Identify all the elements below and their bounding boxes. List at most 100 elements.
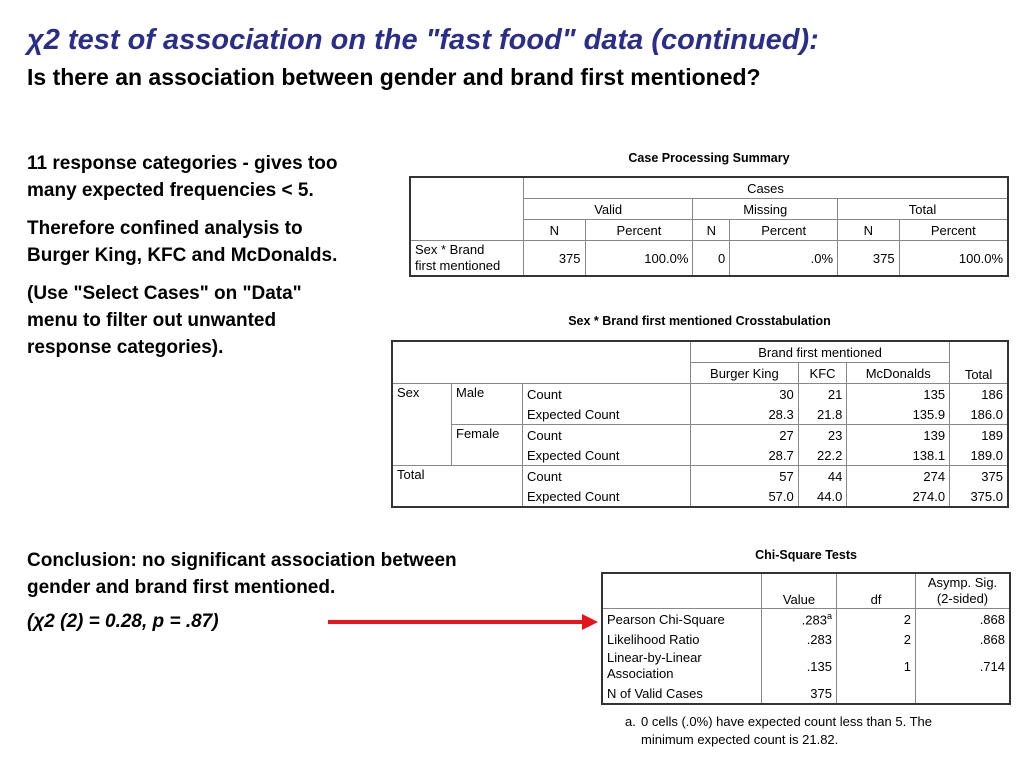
row-label-line: first mentioned <box>415 258 501 273</box>
cell: 186.0 <box>949 404 1009 425</box>
female-label: Female <box>451 424 523 466</box>
table-row: Female Count 27 23 139 189 <box>392 424 1009 466</box>
cell-value: .283 <box>801 612 827 628</box>
male-label: Male <box>451 383 523 425</box>
chisq-footnote: a. 0 cells (.0%) have expected count les… <box>625 713 985 749</box>
cell <box>915 683 1011 704</box>
cell: 1 <box>836 649 916 683</box>
group-header: Total <box>837 198 1009 220</box>
conclusion-stat: (χ2 (2) = 0.28, p = .87) <box>27 611 219 632</box>
row-label: Pearson Chi-Square <box>601 608 762 629</box>
row-label: Likelihood Ratio <box>601 629 762 649</box>
stat-label: Count <box>522 383 691 404</box>
cell: 189.0 <box>949 445 1009 466</box>
group-header: Valid <box>522 198 694 220</box>
cell: .135 <box>761 649 837 683</box>
cell: 100.0% <box>584 240 694 276</box>
table-row: Linear-by-Linear Association .135 1 .714 <box>601 649 1011 683</box>
crosstab-caption: Sex * Brand first mentioned Crosstabulat… <box>568 314 831 328</box>
cell: 135.9 <box>846 404 951 425</box>
footnote-text: 0 cells (.0%) have expected count less t… <box>641 714 932 747</box>
cell: 375 <box>761 683 837 704</box>
sex-label: Sex <box>391 383 452 466</box>
table-row: Expected Count 28.3 21.8 135.9 186.0 <box>392 404 1009 425</box>
chisq-table: Value df Asymp. Sig. (2-sided) Pearson C… <box>601 572 1011 705</box>
cell: 375 <box>523 240 586 276</box>
col-header-line: (2-sided) <box>936 591 989 606</box>
conclusion-text: Conclusion: no significant association b… <box>27 550 457 598</box>
col-header: N <box>837 219 900 241</box>
chisq-caption: Chi-Square Tests <box>755 548 857 562</box>
footnote-marker: a. <box>625 714 636 729</box>
stat-label: Count <box>522 424 691 445</box>
cell: 375.0 <box>949 486 1009 507</box>
cell: 139 <box>846 424 951 445</box>
cell: 27 <box>689 424 799 445</box>
cell: 375 <box>837 240 900 276</box>
stat-label: Expected Count <box>522 486 691 507</box>
table-row: Pearson Chi-Square .283a 2 .868 <box>601 608 1011 629</box>
slide-title: χ2 test of association on the "fast food… <box>27 24 819 56</box>
row-label-line: Linear-by-Linear <box>607 650 702 665</box>
bullet-item: Therefore confined analysis to Burger Ki… <box>27 218 338 266</box>
case-summary-caption: Case Processing Summary <box>628 151 790 165</box>
stat-label: Expected Count <box>522 404 691 425</box>
footnote-mark: a <box>826 610 832 621</box>
cell: 30 <box>689 383 799 404</box>
stat-label: Count <box>522 465 691 486</box>
cell: 375 <box>949 465 1009 486</box>
cell: .283 <box>761 629 837 649</box>
col-header: Value <box>761 573 837 609</box>
cell: 57 <box>689 465 799 486</box>
col-header: N <box>692 219 731 241</box>
cell: 57.0 <box>689 486 799 507</box>
cell: 44.0 <box>797 486 848 507</box>
table-row: Total Count 57 44 274 375 <box>391 465 1009 507</box>
brand-header: Brand first mentioned <box>689 341 951 363</box>
cell: .0% <box>729 240 839 276</box>
cell: 23 <box>797 424 848 445</box>
red-arrow-icon <box>328 614 598 630</box>
bullet-list: 11 response categories - gives too many … <box>27 150 347 372</box>
crosstab-table: Brand first mentioned Total Burger King … <box>391 340 1009 508</box>
bullet-item: (Use "Select Cases" on "Data" menu to fi… <box>27 283 302 358</box>
slide-subtitle: Is there an association between gender a… <box>27 64 761 90</box>
cell: 0 <box>692 240 731 276</box>
row-label: Sex * Brand first mentioned <box>409 240 524 276</box>
total-row-label: Total <box>391 465 523 507</box>
cell: 2 <box>836 608 916 629</box>
cell: 100.0% <box>898 240 1009 276</box>
cell: .868 <box>915 629 1011 649</box>
col-header: McDonalds <box>846 362 951 384</box>
bullet-item: 11 response categories - gives too many … <box>27 153 338 201</box>
group-header: Missing <box>692 198 839 220</box>
cell: 21 <box>797 383 848 404</box>
col-header: Burger King <box>689 362 799 384</box>
row-label-line: Association <box>607 666 674 681</box>
cell <box>836 683 916 704</box>
row-label: Linear-by-Linear Association <box>601 649 762 683</box>
cell: .283a <box>761 608 837 629</box>
col-header: N <box>523 219 586 241</box>
col-header: Percent <box>729 219 839 241</box>
cell: 22.2 <box>797 445 848 466</box>
cell: 189 <box>949 424 1009 445</box>
case-summary-table: Cases Valid Missing Total N Percent N Pe… <box>409 176 1009 277</box>
cell: 21.8 <box>797 404 848 425</box>
cell: 135 <box>846 383 951 404</box>
cell: 28.7 <box>689 445 799 466</box>
cell: 274 <box>846 465 951 486</box>
corner-cell <box>409 177 524 241</box>
cell: .714 <box>915 649 1011 683</box>
col-header-line: Asymp. Sig. <box>927 575 998 590</box>
table-row: Expected Count 28.7 22.2 138.1 189.0 <box>392 445 1009 466</box>
stat-label: Expected Count <box>522 445 691 466</box>
cell: 138.1 <box>846 445 951 466</box>
cell: 186 <box>949 383 1009 404</box>
total-header: Total <box>949 341 1009 384</box>
cases-header: Cases <box>523 177 1009 199</box>
table-row: Likelihood Ratio .283 2 .868 <box>601 629 1011 649</box>
corner-cell <box>601 573 762 609</box>
table-row: Sex * Brand first mentioned 375 100.0% 0… <box>409 240 1009 276</box>
col-header: Percent <box>584 219 694 241</box>
